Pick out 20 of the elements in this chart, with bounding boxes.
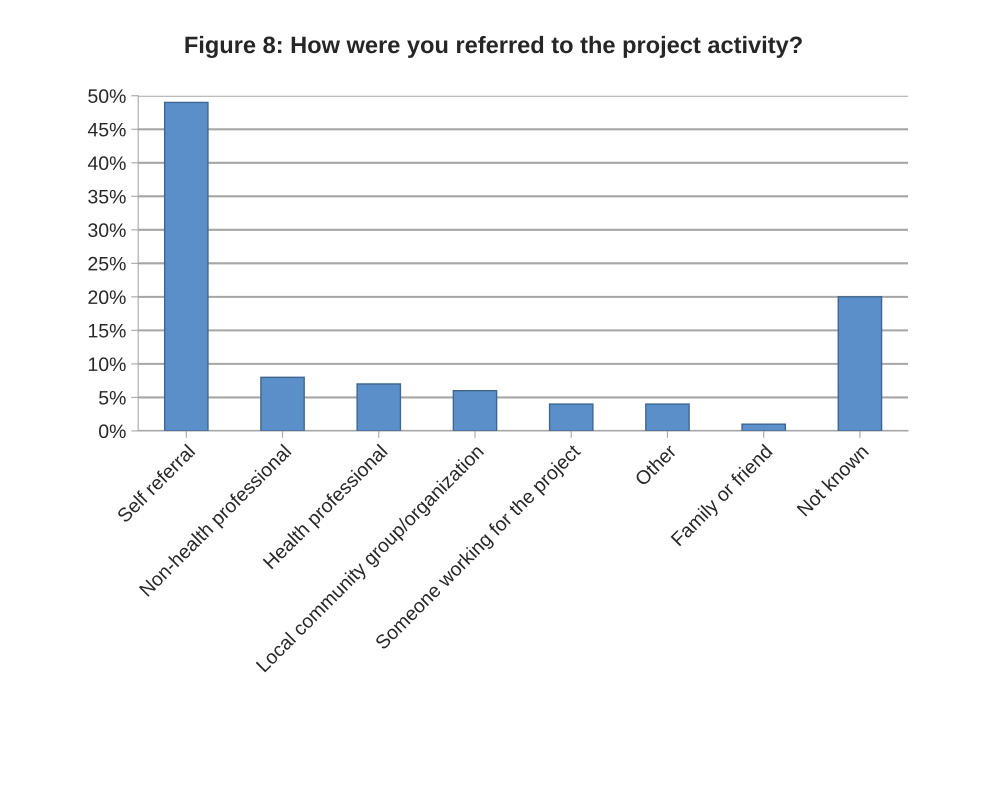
y-tick-label: 45%: [88, 122, 126, 137]
bar: [548, 403, 594, 431]
bar: [164, 102, 209, 431]
bar: [356, 383, 402, 431]
bar: [741, 424, 786, 431]
bar: [838, 296, 882, 431]
bar: [645, 403, 690, 431]
chart-title: Figure 8: How were you referred to the project activity?: [185, 36, 802, 58]
y-tick-label: 15%: [88, 324, 126, 338]
bar: [452, 390, 498, 431]
y-tick-label: 5%: [99, 390, 126, 405]
y-tick-label: 40%: [88, 156, 126, 170]
y-tick-label: 0%: [99, 424, 126, 438]
y-tick-label: 50%: [88, 89, 126, 103]
y-tick-label: 35%: [88, 190, 126, 204]
y-tick-label: 10%: [88, 357, 126, 372]
y-tick-label: 20%: [88, 290, 126, 304]
bar: [260, 376, 305, 431]
y-tick-label: 30%: [88, 223, 126, 238]
y-tick-label: 25%: [88, 256, 126, 271]
